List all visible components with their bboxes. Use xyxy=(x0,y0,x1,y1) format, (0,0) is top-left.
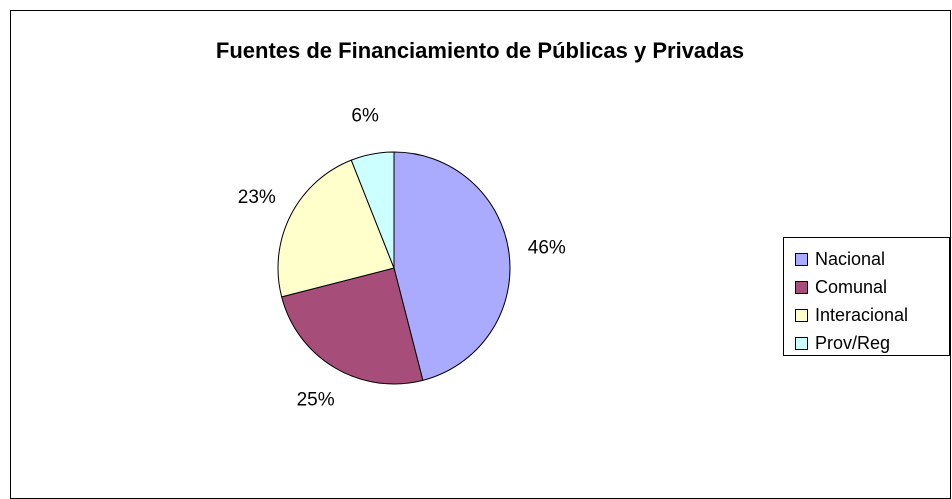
legend-box xyxy=(783,237,950,356)
legend-label: Nacional xyxy=(815,249,885,269)
legend-swatch xyxy=(795,309,808,322)
pie-slice xyxy=(350,151,395,269)
legend-label: Prov/Reg xyxy=(815,333,890,353)
data-label: 6% xyxy=(351,106,379,127)
pie-slice xyxy=(393,151,511,381)
data-label: 25% xyxy=(297,390,335,411)
data-label: 46% xyxy=(528,238,566,259)
legend-swatch xyxy=(795,337,808,350)
legend-label: Comunal xyxy=(815,277,887,297)
legend-swatch xyxy=(795,253,808,266)
legend-label: Interacional xyxy=(815,305,908,325)
pie-slice xyxy=(281,267,424,385)
pie-slice xyxy=(277,159,395,298)
chart-title: Fuentes de Financiamiento de Públicas y … xyxy=(216,38,744,63)
data-label: 23% xyxy=(238,187,276,208)
legend-swatch xyxy=(795,281,808,294)
